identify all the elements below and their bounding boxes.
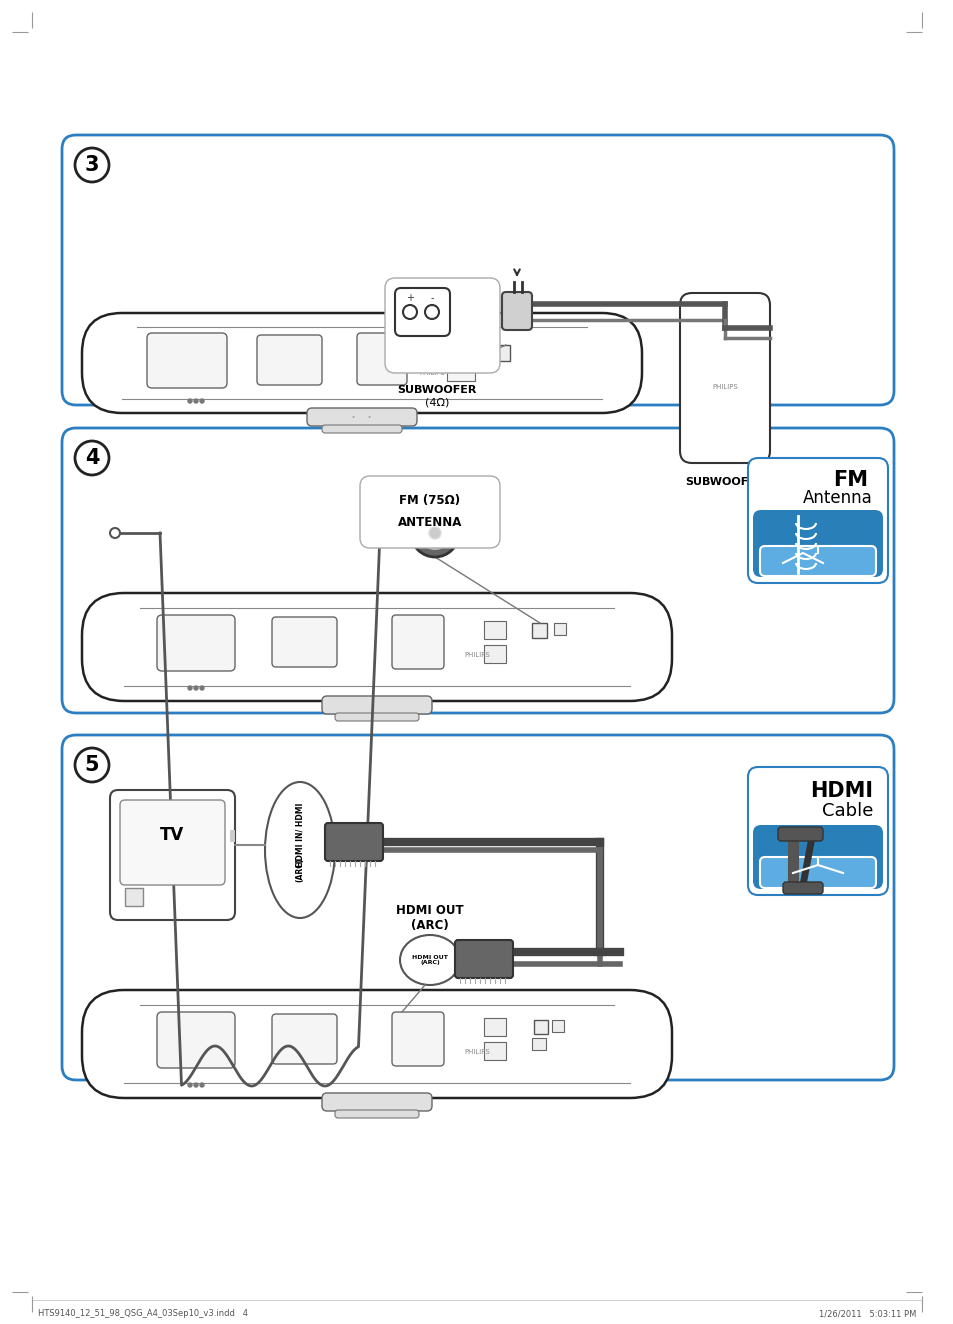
FancyBboxPatch shape <box>157 616 234 671</box>
Ellipse shape <box>265 782 335 918</box>
Circle shape <box>411 508 458 557</box>
Text: HTS9140_12_51_98_QSG_A4_03Sep10_v3.indd   4: HTS9140_12_51_98_QSG_A4_03Sep10_v3.indd … <box>38 1309 248 1319</box>
FancyBboxPatch shape <box>62 135 893 405</box>
FancyBboxPatch shape <box>359 477 499 548</box>
Text: HDMI OUT: HDMI OUT <box>395 903 463 916</box>
FancyBboxPatch shape <box>322 696 432 714</box>
FancyBboxPatch shape <box>501 293 532 330</box>
Circle shape <box>402 305 416 319</box>
FancyBboxPatch shape <box>147 334 227 388</box>
Bar <box>447 363 475 381</box>
Bar <box>483 645 505 663</box>
Text: HDMI IN/ HDMI: HDMI IN/ HDMI <box>295 802 304 867</box>
Circle shape <box>193 686 198 690</box>
FancyBboxPatch shape <box>82 990 671 1098</box>
Text: PHILIPS: PHILIPS <box>464 1049 489 1055</box>
Bar <box>534 1019 547 1034</box>
Ellipse shape <box>399 935 459 985</box>
Bar <box>532 1038 545 1050</box>
FancyBboxPatch shape <box>325 824 382 861</box>
Bar <box>483 1042 505 1061</box>
FancyBboxPatch shape <box>752 510 882 577</box>
FancyBboxPatch shape <box>782 882 822 894</box>
Text: 1/26/2011   5:03:11 PM: 1/26/2011 5:03:11 PM <box>818 1309 915 1319</box>
FancyBboxPatch shape <box>110 790 234 920</box>
FancyBboxPatch shape <box>395 289 450 336</box>
Circle shape <box>188 1083 192 1087</box>
FancyBboxPatch shape <box>120 800 225 884</box>
FancyBboxPatch shape <box>385 278 499 373</box>
Bar <box>554 624 565 636</box>
FancyBboxPatch shape <box>307 408 416 426</box>
FancyBboxPatch shape <box>335 714 418 722</box>
Text: PHILIPS: PHILIPS <box>418 369 444 376</box>
FancyBboxPatch shape <box>455 940 513 978</box>
Text: +: + <box>406 293 414 303</box>
FancyBboxPatch shape <box>760 857 875 888</box>
Text: (ARC): (ARC) <box>295 858 304 882</box>
Bar <box>483 1018 505 1035</box>
Bar <box>552 1019 563 1031</box>
Text: PHILIPS: PHILIPS <box>711 384 737 389</box>
Circle shape <box>429 527 440 539</box>
FancyBboxPatch shape <box>272 1014 336 1064</box>
Text: TV: TV <box>160 826 184 843</box>
Circle shape <box>75 148 109 181</box>
Text: ANTENNA: ANTENNA <box>397 515 461 528</box>
Text: FM (75Ω): FM (75Ω) <box>399 494 460 507</box>
Bar <box>494 346 510 361</box>
Circle shape <box>193 399 198 402</box>
FancyBboxPatch shape <box>752 825 882 888</box>
FancyBboxPatch shape <box>82 593 671 700</box>
FancyBboxPatch shape <box>392 1012 443 1066</box>
Circle shape <box>110 528 120 538</box>
FancyBboxPatch shape <box>405 522 427 545</box>
Circle shape <box>200 399 204 402</box>
FancyBboxPatch shape <box>679 293 769 463</box>
Circle shape <box>75 748 109 782</box>
FancyBboxPatch shape <box>335 1110 418 1117</box>
FancyBboxPatch shape <box>256 335 322 385</box>
Text: 4: 4 <box>85 448 99 467</box>
Text: 5: 5 <box>85 755 99 775</box>
FancyBboxPatch shape <box>272 617 336 667</box>
Bar <box>447 339 475 359</box>
Circle shape <box>193 1083 198 1087</box>
Circle shape <box>200 1083 204 1087</box>
FancyBboxPatch shape <box>778 828 822 841</box>
Circle shape <box>424 305 438 319</box>
Bar <box>125 888 143 906</box>
FancyBboxPatch shape <box>62 428 893 714</box>
FancyBboxPatch shape <box>392 616 443 669</box>
Text: SUBWOOFER: SUBWOOFER <box>684 477 764 487</box>
Text: PHILIPS: PHILIPS <box>464 651 489 658</box>
Text: Antenna: Antenna <box>802 489 872 507</box>
Text: 3: 3 <box>85 155 99 175</box>
Bar <box>230 830 234 842</box>
FancyBboxPatch shape <box>747 767 887 895</box>
Text: (ARC): (ARC) <box>411 919 449 932</box>
Circle shape <box>188 686 192 690</box>
FancyBboxPatch shape <box>747 458 887 583</box>
Text: HDMI: HDMI <box>809 781 872 801</box>
FancyBboxPatch shape <box>62 735 893 1080</box>
Text: Cable: Cable <box>821 802 872 820</box>
Bar <box>483 621 505 639</box>
FancyBboxPatch shape <box>356 334 407 385</box>
Circle shape <box>200 686 204 690</box>
FancyBboxPatch shape <box>322 425 401 433</box>
Circle shape <box>75 441 109 475</box>
Text: SUBWOOFER: SUBWOOFER <box>396 385 476 395</box>
Text: FM: FM <box>832 470 867 490</box>
Text: -: - <box>430 293 434 303</box>
Circle shape <box>188 399 192 402</box>
Bar <box>532 624 546 638</box>
FancyBboxPatch shape <box>760 545 875 576</box>
FancyBboxPatch shape <box>157 1012 234 1068</box>
Circle shape <box>418 516 451 549</box>
FancyBboxPatch shape <box>322 1094 432 1111</box>
Text: (4Ω): (4Ω) <box>424 397 449 406</box>
FancyBboxPatch shape <box>82 312 641 413</box>
Text: HDMI OUT
(ARC): HDMI OUT (ARC) <box>412 955 448 965</box>
